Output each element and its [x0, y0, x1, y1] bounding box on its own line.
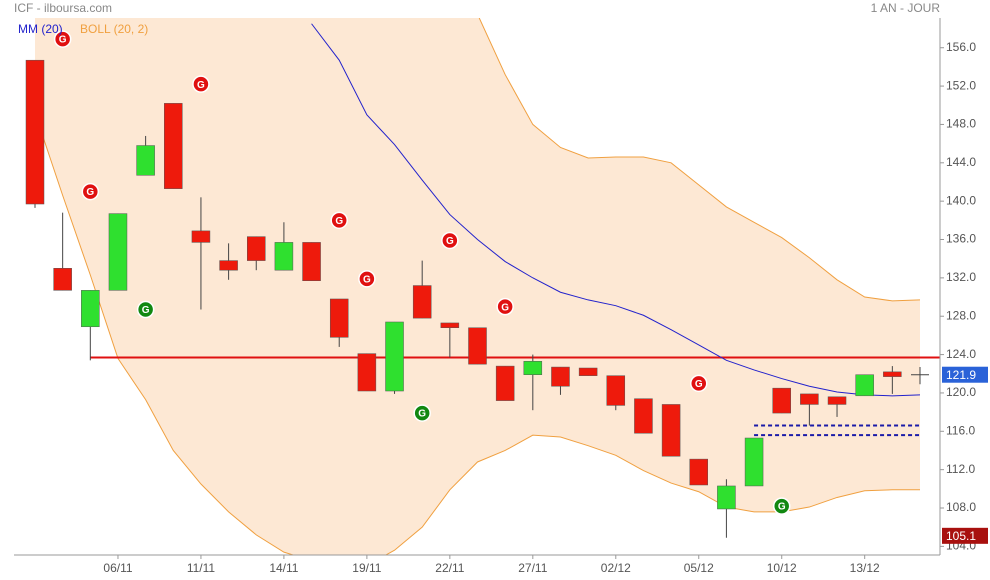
candle-body [523, 361, 543, 375]
candle-body [440, 322, 460, 328]
y-tick-label: 152.0 [946, 78, 976, 92]
source: ICF - ilboursa.com [14, 1, 112, 15]
candle-body [108, 213, 128, 291]
candle-body [827, 396, 847, 405]
signal-label: G [363, 274, 371, 285]
signal [358, 270, 376, 288]
candle-body [25, 59, 45, 205]
signal-label: G [446, 236, 454, 247]
candle-body [800, 393, 819, 405]
signal-label: G [197, 80, 205, 91]
signal [413, 404, 431, 422]
bollinger-fill [35, 18, 920, 555]
y-tick-label: 132.0 [946, 270, 976, 284]
signal-label: G [86, 187, 94, 198]
candle-body [661, 404, 681, 457]
candle-body [689, 458, 708, 486]
y-tick-label: 140.0 [946, 193, 976, 207]
x-tick-label: 11/11 [187, 561, 216, 575]
x-tick-label: 10/12 [767, 561, 797, 575]
candle-body [329, 298, 349, 338]
signal-label: G [142, 305, 150, 316]
x-tick-label: 05/12 [684, 561, 714, 575]
x-tick-label: 14/11 [269, 561, 298, 575]
candle-body [883, 371, 902, 377]
signal [81, 182, 100, 201]
y-tick-label: 148.0 [946, 117, 976, 131]
candle-body [551, 366, 570, 387]
price-tag [942, 527, 988, 544]
candle-body [717, 485, 736, 510]
price-tag [942, 366, 988, 383]
signal-label: G [59, 35, 67, 46]
signal [772, 497, 791, 515]
y-tick-label: 128.0 [946, 308, 976, 322]
signal-label: G [335, 216, 343, 227]
signal-label: G [778, 502, 786, 513]
signal [192, 75, 210, 93]
legend-ma: MM (20) [18, 22, 63, 36]
signal-label: G [501, 302, 509, 313]
candle-body [385, 321, 404, 392]
candle-body [606, 375, 626, 406]
moving-average [311, 23, 921, 397]
candle-body [772, 387, 791, 414]
x-tick-label: 02/12 [601, 561, 631, 575]
x-tick-label: 13/12 [850, 561, 880, 575]
candle-body [412, 285, 432, 319]
x-tick-label: 22/11 [435, 561, 464, 575]
y-tick-label: 144.0 [946, 155, 976, 169]
y-tick-label: 116.0 [946, 423, 975, 437]
candle-body [247, 236, 266, 261]
candle-body [81, 290, 100, 328]
candle-body [495, 365, 515, 401]
candle-body [53, 268, 72, 291]
candle-body [136, 145, 155, 176]
candle-body [302, 242, 321, 281]
price-tag-label: 105.1 [946, 529, 976, 543]
candle-body [744, 437, 764, 487]
x-tick-label: 19/11 [352, 561, 381, 575]
candle-body [855, 374, 874, 397]
y-tick-label: 156.0 [946, 40, 976, 54]
y-tick-label: 108.0 [946, 500, 976, 514]
signal [441, 231, 459, 250]
candle-body [191, 230, 211, 243]
signal [330, 211, 348, 230]
period: 1 AN - JOUR [871, 1, 941, 15]
legend-boll: BOLL (20, 2) [80, 22, 148, 36]
signal [496, 297, 514, 316]
signal-label: G [418, 409, 426, 420]
signal-label: G [695, 379, 703, 390]
candle-body [274, 242, 294, 271]
y-tick-label: 120.0 [946, 385, 976, 399]
candle-body [634, 398, 653, 434]
candle-body [164, 103, 183, 189]
candle-body [219, 260, 238, 271]
signal [136, 300, 155, 319]
plot: G G G G G G G G G G G [25, 18, 940, 555]
signal [53, 30, 72, 48]
candle-body [357, 353, 377, 392]
price-tag-label: 121.9 [946, 368, 976, 382]
bollinger-upper [478, 18, 921, 302]
x-tick-label: 27/11 [518, 561, 547, 575]
bollinger-lower [34, 112, 920, 555]
y-tick-label: 112.0 [946, 462, 975, 476]
signal [690, 374, 708, 393]
candle-body [468, 327, 487, 365]
y-tick-label: 136.0 [946, 232, 976, 246]
y-tick-label: 124.0 [946, 347, 976, 361]
x-tick-label: 06/11 [103, 561, 132, 575]
candle-body [578, 367, 598, 376]
